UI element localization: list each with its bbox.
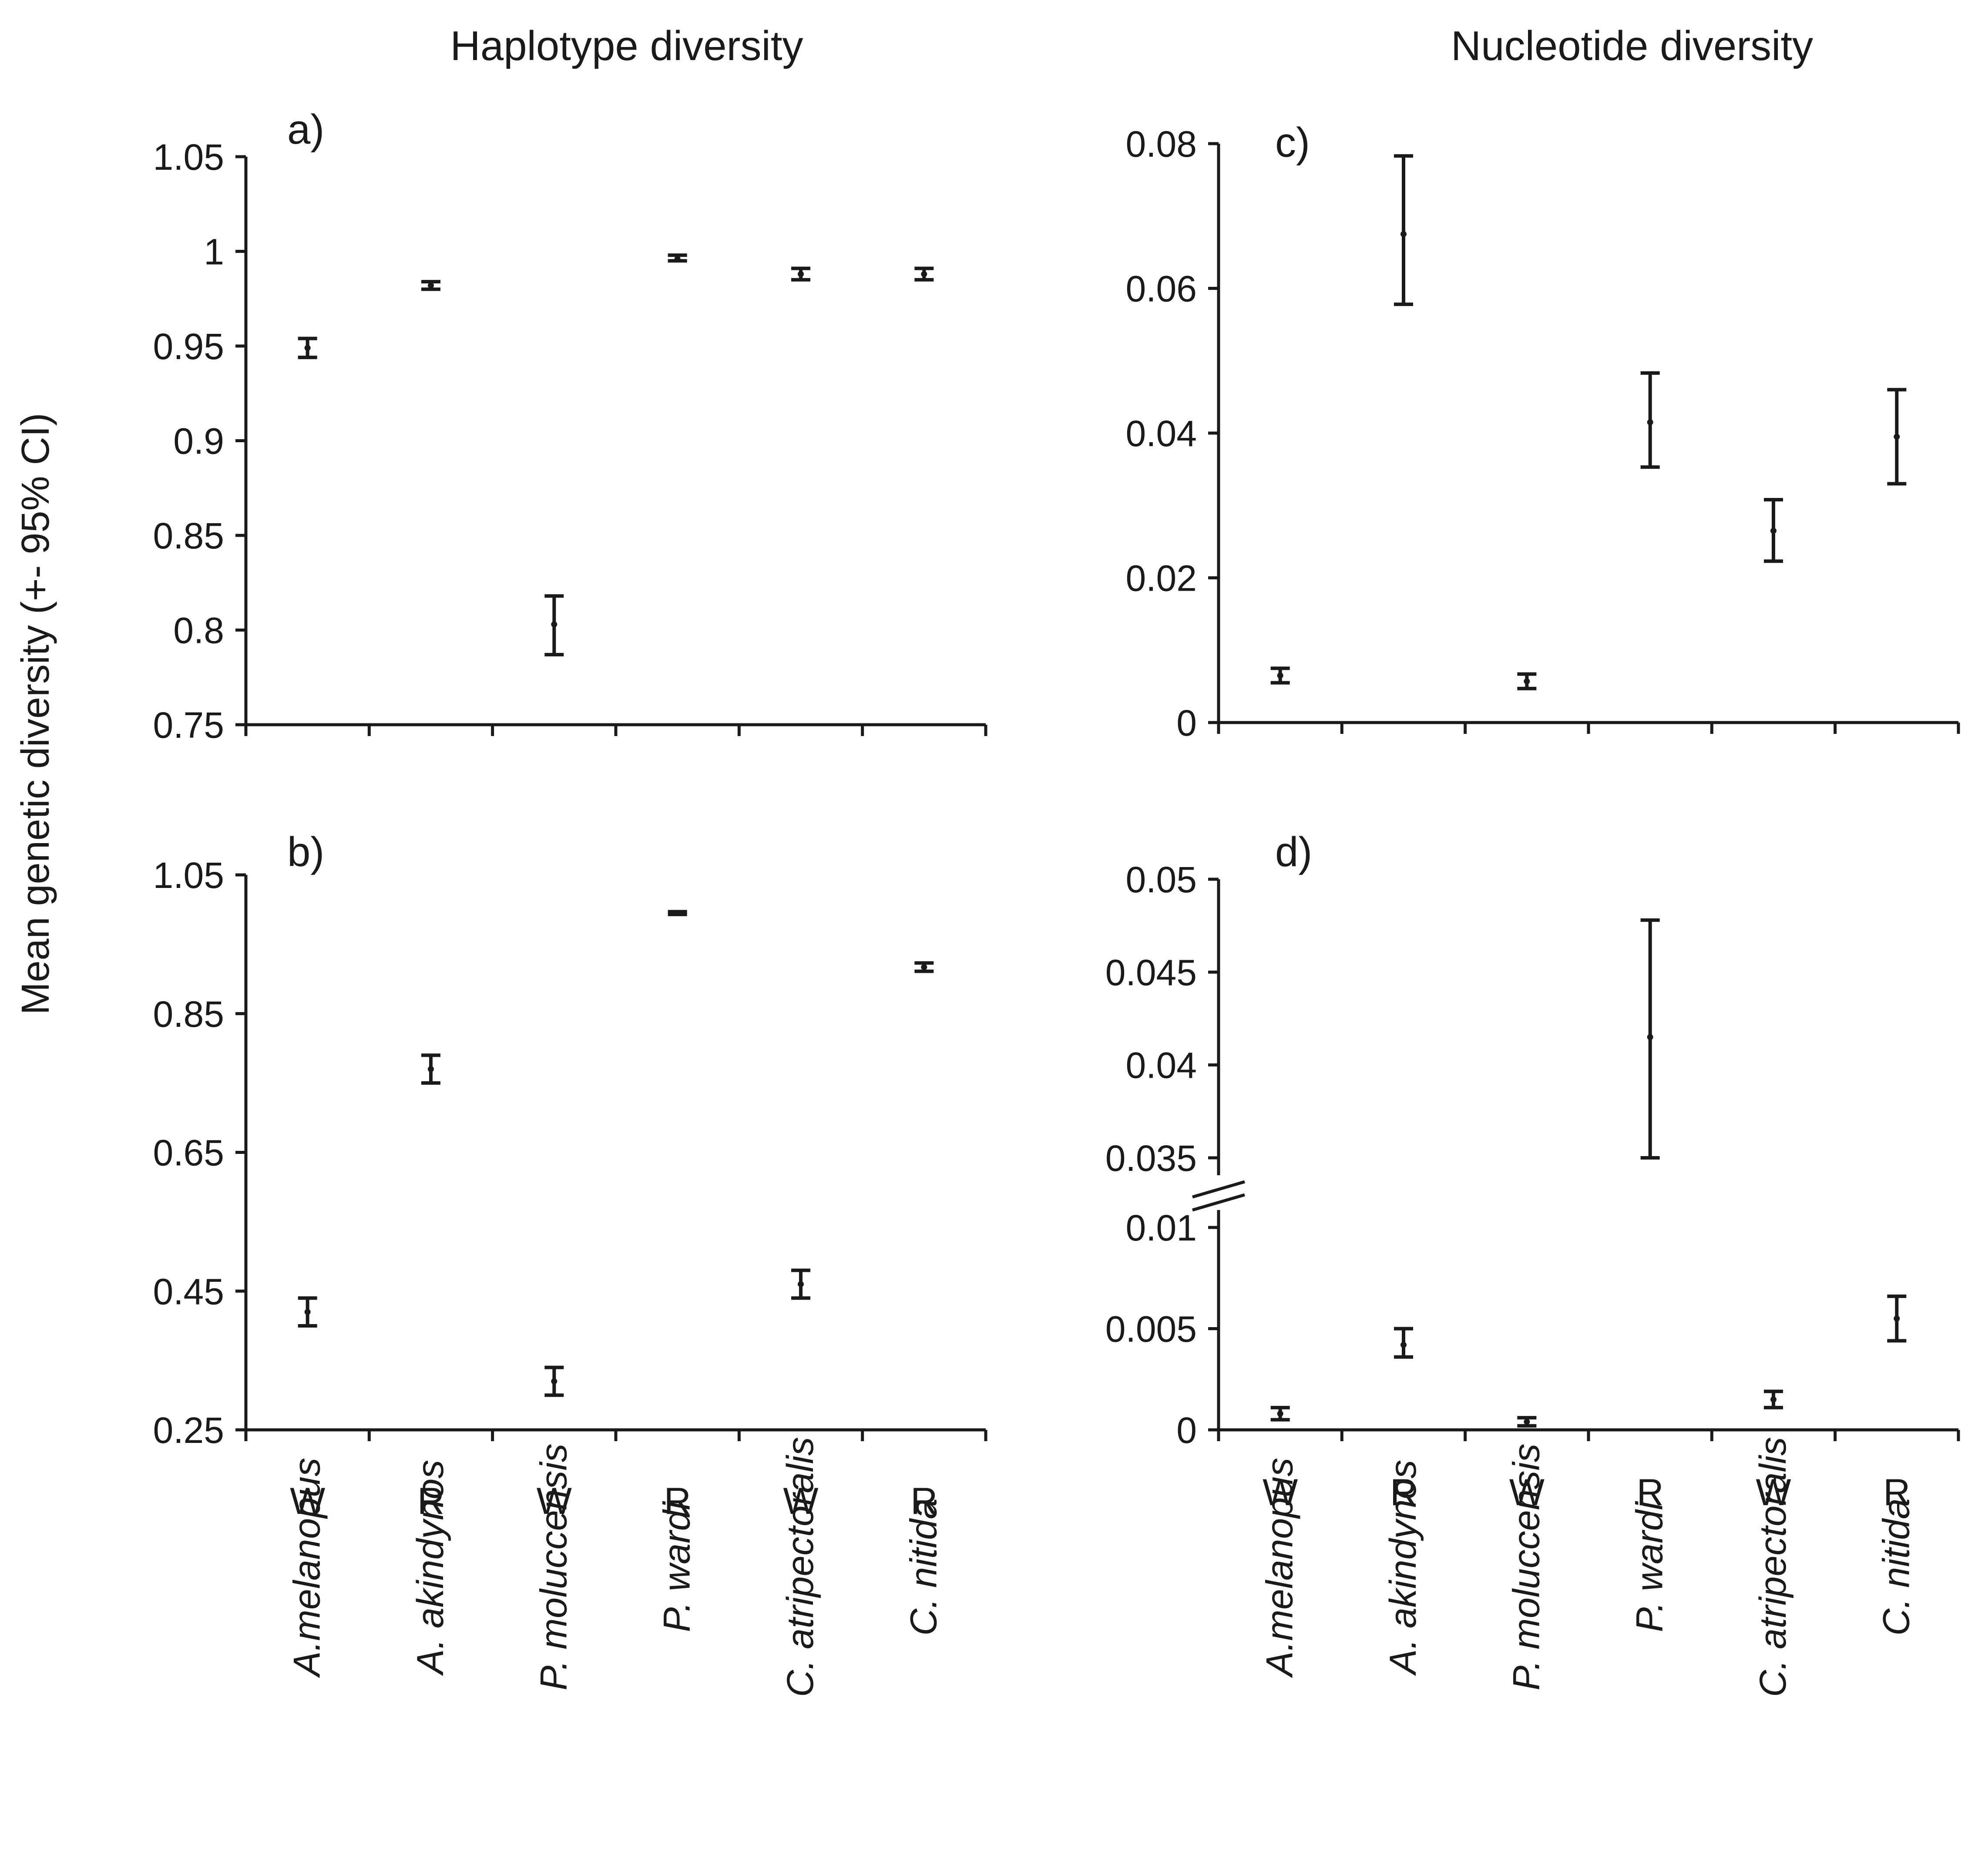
data-point [798, 1281, 804, 1288]
panel-label: c) [1275, 119, 1310, 166]
y-tick-label: 0 [1176, 703, 1197, 743]
species-label: P. wardi [656, 1500, 698, 1632]
data-point [674, 256, 681, 262]
column-title-haplotype: Haplotype diversity [450, 23, 803, 69]
panel-b: 0.25 0.45 0.65 0.85 1.05 b) [153, 829, 987, 1451]
y-tick-label: 0.01 [1126, 1207, 1197, 1248]
axis-break-mark [1192, 1193, 1245, 1212]
species-label: P. moluccensis [1505, 1443, 1547, 1690]
y-axis-label: Mean genetic diversity (+- 95% CI) [14, 413, 57, 1015]
y-tick-label: 0.04 [1126, 1045, 1197, 1086]
y-tick-label: 0.85 [153, 994, 225, 1035]
y-tick-label: 0.08 [1126, 124, 1197, 165]
x-group-label: W [783, 1480, 818, 1522]
data-point [921, 964, 927, 970]
species-label: C. atripectoralis [1752, 1437, 1794, 1697]
y-tick-label: 0.06 [1126, 269, 1197, 309]
species-label: C. nitida [903, 1498, 944, 1636]
y-tick-label: 0.005 [1105, 1309, 1197, 1350]
data-point [674, 910, 681, 916]
data-point [304, 1309, 311, 1315]
data-point [1770, 528, 1777, 534]
column-title-nucleotide: Nucleotide diversity [1451, 23, 1813, 69]
panel-label: a) [287, 106, 324, 153]
species-label: C. atripectoralis [779, 1437, 821, 1697]
y-tick-label: 0.035 [1105, 1138, 1197, 1179]
data-point [798, 271, 804, 277]
species-label: P. wardi [1629, 1500, 1671, 1632]
x-group-label: W [1509, 1472, 1545, 1513]
y-tick-label: 0.045 [1105, 952, 1197, 993]
x-group-label: W [290, 1480, 325, 1522]
y-tick-label: 1 [204, 232, 224, 272]
data-point [1647, 419, 1653, 426]
y-tick-label: 1.05 [153, 855, 225, 896]
species-label: C. nitida [1875, 1498, 1917, 1636]
x-group-label: W [1756, 1472, 1791, 1513]
data-point [551, 1378, 557, 1385]
species-labels-right: A.melanopus A. akindynos P. moluccensis P. … [1259, 1437, 1918, 1697]
x-group-label: R [910, 1480, 937, 1522]
panel-label: b) [287, 829, 324, 875]
data-point [1647, 1034, 1653, 1040]
y-tick-label: 1.05 [153, 137, 225, 178]
y-tick-label: 0 [1176, 1410, 1197, 1451]
x-group-label: R [1883, 1472, 1910, 1513]
y-tick-label: 0.04 [1126, 413, 1197, 454]
y-tick-label: 0.05 [1126, 859, 1197, 900]
data-point [1400, 231, 1407, 237]
species-label: A.melanopus [286, 1458, 328, 1678]
panel-c: 0 0.02 0.04 0.06 0.08 c) [1126, 119, 1960, 743]
x-group-label: W [1263, 1472, 1298, 1513]
axis-break-mark [1192, 1180, 1245, 1199]
data-point [1524, 1419, 1530, 1425]
data-point [551, 621, 557, 628]
x-group-label: R [417, 1480, 444, 1522]
species-label: A.melanopus [1259, 1458, 1301, 1678]
y-tick-label: 0.95 [153, 326, 225, 367]
data-point [1770, 1396, 1777, 1403]
y-tick-label: 0.25 [153, 1410, 225, 1451]
species-label: A. akindynos [410, 1460, 451, 1676]
data-point [921, 271, 927, 277]
x-group-label: R [664, 1480, 691, 1522]
data-point [1277, 672, 1283, 679]
y-tick-label: 0.65 [153, 1133, 225, 1173]
y-tick-label: 0.02 [1126, 558, 1197, 599]
species-labels-left: A.melanopus A. akindynos P. moluccensis P. … [286, 1437, 945, 1697]
x-group-label: R [1390, 1472, 1417, 1513]
data-point [1277, 1410, 1283, 1417]
panel-a: 0.75 0.8 0.85 0.9 0.95 1 1.05 a) [153, 106, 987, 746]
x-group-label: R [1637, 1472, 1664, 1513]
y-tick-label: 0.9 [173, 421, 224, 462]
data-point [1894, 1315, 1900, 1322]
data-point [1400, 1341, 1407, 1348]
y-tick-label: 0.8 [173, 610, 224, 651]
data-point [1894, 434, 1900, 440]
y-tick-label: 0.45 [153, 1271, 225, 1312]
panel-d: 0 0.005 0.01 0.035 0.04 0.045 0.05 d) [1105, 829, 1960, 1451]
panel-label: d) [1275, 829, 1312, 875]
data-point [428, 282, 434, 289]
species-label: A. akindynos [1382, 1460, 1424, 1676]
data-point [304, 345, 311, 351]
data-point [1524, 678, 1530, 685]
y-tick-label: 0.75 [153, 705, 225, 746]
data-point [428, 1066, 434, 1072]
species-label: P. moluccensis [533, 1443, 574, 1690]
y-tick-label: 0.85 [153, 515, 225, 556]
x-group-label: W [537, 1480, 572, 1522]
